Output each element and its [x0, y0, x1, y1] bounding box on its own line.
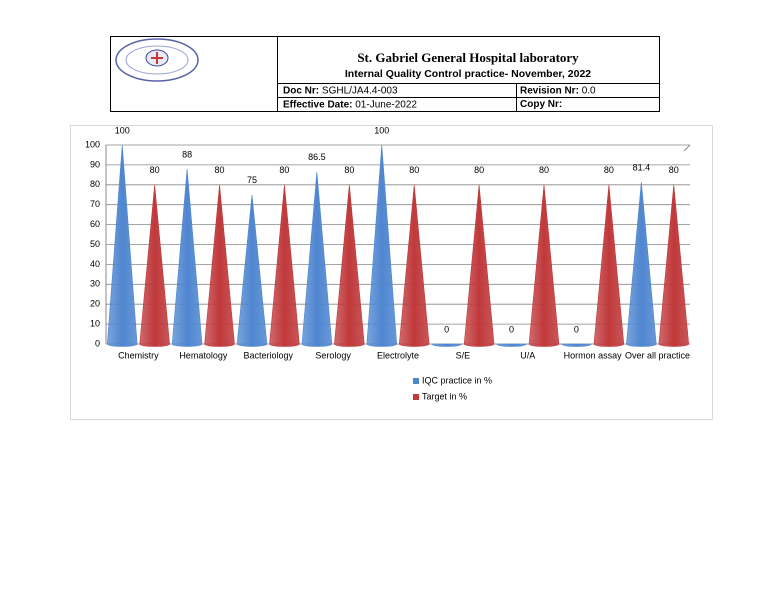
y-tick-label: 90 — [90, 159, 100, 169]
y-tick-label: 10 — [90, 318, 100, 328]
logo — [115, 38, 199, 82]
y-tick-label: 60 — [90, 219, 100, 229]
y-tick-label: 80 — [90, 179, 100, 189]
axis-slant — [683, 144, 691, 152]
legend-label: Target in % — [422, 391, 467, 401]
data-label: 80 — [344, 165, 354, 175]
x-tick-label: Hormon assay — [564, 350, 623, 360]
field-label: Copy Nr: — [520, 99, 562, 110]
y-tick-label: 20 — [90, 299, 100, 309]
bar — [334, 184, 365, 347]
data-label: 81.4 — [633, 162, 651, 172]
data-label: 80 — [409, 165, 419, 175]
data-label: 80 — [279, 165, 289, 175]
bar — [431, 343, 462, 347]
y-tick-label: 30 — [90, 279, 100, 289]
data-label: 88 — [182, 149, 192, 159]
field-line: Revision Nr: 0.0 — [520, 85, 596, 96]
bar — [626, 181, 657, 347]
bar — [171, 168, 203, 347]
bar — [561, 343, 592, 347]
x-tick-label: Hematology — [179, 350, 228, 360]
bar — [106, 144, 138, 347]
data-label: 80 — [604, 165, 614, 175]
bar — [236, 194, 268, 347]
data-label: 80 — [150, 165, 160, 175]
data-label: 86.5 — [308, 152, 326, 162]
x-tick-label: Chemistry — [118, 350, 159, 360]
legend-label: IQC practice in % — [422, 375, 492, 385]
legend-swatch — [413, 394, 419, 400]
bar — [496, 343, 527, 347]
data-label: 80 — [474, 165, 484, 175]
data-label: 0 — [574, 324, 579, 334]
y-tick-label: 100 — [85, 139, 100, 149]
field-label: Effective Date: — [283, 99, 352, 110]
header-table — [110, 36, 660, 112]
doc-subtitle: Internal Quality Control practice- Novem… — [345, 68, 591, 80]
data-label: 80 — [669, 165, 679, 175]
doc-title: St. Gabriel General Hospital laboratory — [357, 50, 579, 65]
data-label: 0 — [444, 324, 449, 334]
y-tick-label: 50 — [90, 239, 100, 249]
bar — [658, 184, 690, 347]
bar — [366, 144, 398, 347]
data-label: 80 — [539, 165, 549, 175]
x-tick-label: S/E — [456, 350, 471, 360]
field-label: Doc Nr: — [283, 85, 319, 96]
y-tick-label: 40 — [90, 259, 100, 269]
bar — [593, 184, 625, 347]
field-label: Revision Nr: — [520, 85, 579, 96]
x-tick-label: U/A — [520, 350, 535, 360]
data-label: 75 — [247, 175, 257, 185]
bar — [528, 184, 560, 347]
field-line: Doc Nr: SGHL/JA4.4-003 — [283, 85, 398, 96]
y-tick-label: 70 — [90, 199, 100, 209]
x-tick-label: Serology — [315, 350, 351, 360]
x-tick-label: Over all practice — [625, 350, 690, 360]
bar — [139, 184, 170, 347]
field-value: SGHL/JA4.4-003 — [322, 85, 398, 96]
x-tick-label: Bacteriology — [243, 350, 293, 360]
bar — [301, 171, 333, 347]
data-label: 80 — [215, 165, 225, 175]
data-label: 100 — [115, 125, 130, 135]
field-line: Effective Date: 01-June-2022 — [283, 99, 417, 110]
chart: 0 10 20 30 40 50 60 70 80 90 100 Chemistry 100 80 Hema… — [85, 125, 691, 401]
field-value: 0.0 — [582, 85, 596, 96]
chart-frame — [70, 125, 713, 420]
bar — [398, 184, 430, 347]
legend-swatch — [413, 378, 419, 384]
data-label: 100 — [374, 125, 389, 135]
y-tick-label: 0 — [95, 338, 100, 348]
field-value: 01-June-2022 — [355, 99, 417, 110]
data-label: 0 — [509, 324, 514, 334]
x-tick-label: Electrolyte — [377, 350, 419, 360]
bar — [204, 184, 235, 347]
bar — [269, 184, 300, 347]
bar — [463, 184, 495, 347]
